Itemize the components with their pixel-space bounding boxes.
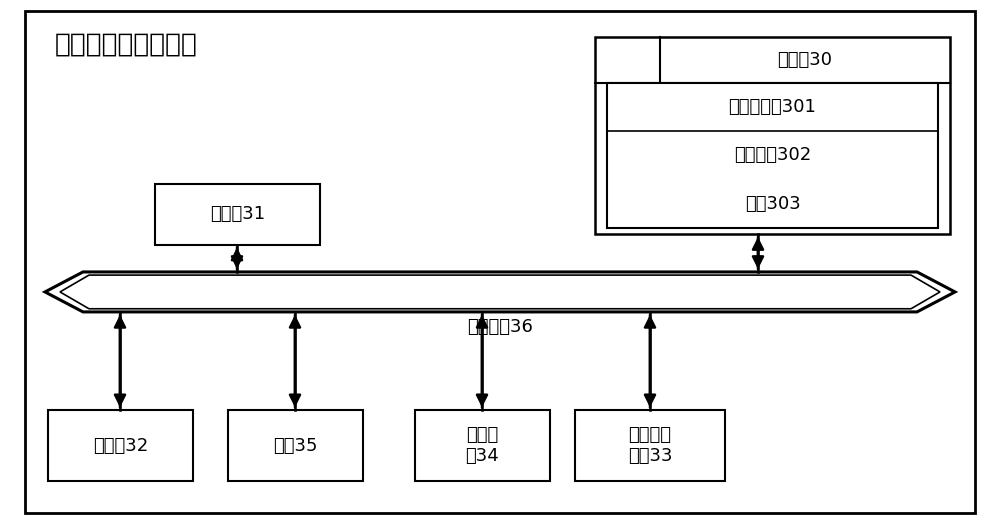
Bar [415,410,550,481]
Text: 存储器30: 存储器30 [777,51,832,69]
Bar [575,410,725,481]
Text: 通信接
口34: 通信接 口34 [466,427,499,465]
Text: 数据303: 数据303 [745,195,800,213]
Bar [228,410,363,481]
Bar [48,410,193,481]
Text: 显示屏32: 显示屏32 [93,437,148,455]
Text: 输入输出
接口33: 输入输出 接口33 [628,427,672,465]
Text: 处理器31: 处理器31 [210,205,265,224]
Bar [607,83,938,228]
Text: 电源35: 电源35 [273,437,318,455]
Text: 计算机程序301: 计算机程序301 [729,98,816,116]
Text: 操作系统302: 操作系统302 [734,146,811,165]
Polygon shape [45,272,955,312]
Bar [155,184,320,245]
Text: 通信总线36: 通信总线36 [467,318,533,336]
Bar [595,37,950,234]
Text: 核电厂故障诊断装置: 核电厂故障诊断装置 [55,32,198,58]
